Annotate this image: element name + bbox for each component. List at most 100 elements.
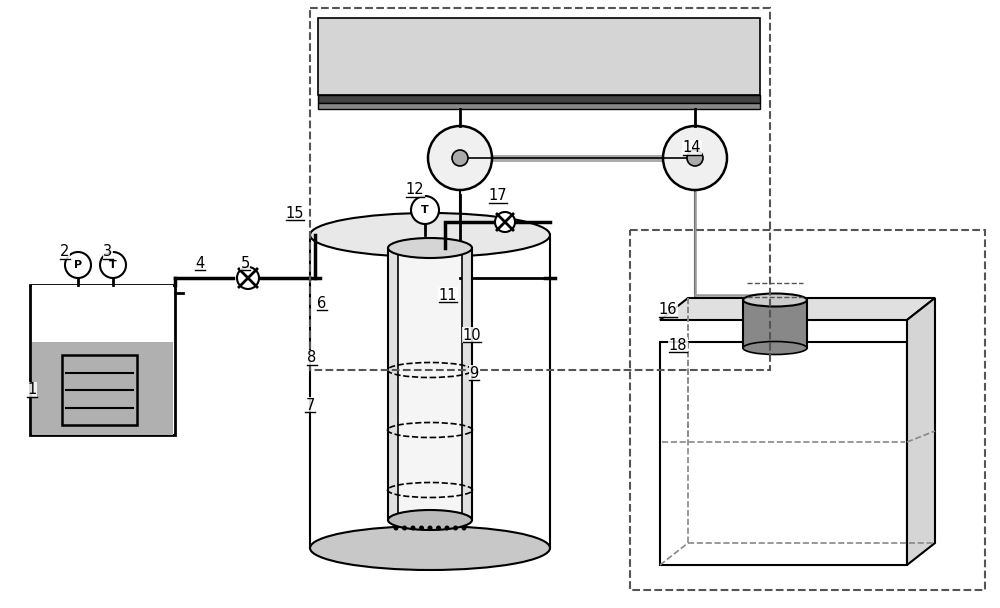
Point [463,73,479,83]
Point [650,83,666,92]
Point [873,406,889,416]
Point [667,461,683,471]
Point [89,426,105,436]
Point [514,383,530,393]
Point [118,346,134,356]
Point [326,275,342,285]
Point [331,470,347,480]
Point [747,73,763,83]
Point [479,337,495,347]
Point [116,389,132,399]
Point [835,495,851,505]
Point [735,423,751,432]
Point [516,19,532,29]
Point [36,289,52,299]
Point [341,78,357,88]
Point [842,452,858,461]
Point [383,484,399,494]
Point [512,74,528,83]
Point [329,486,345,496]
Point [438,43,454,53]
Point [107,314,123,324]
Point [680,508,696,517]
Point [75,374,91,384]
Point [664,388,680,398]
Point [337,57,353,66]
Point [325,511,341,521]
Point [893,435,909,444]
Point [440,540,456,550]
Point [778,311,794,320]
Point [350,503,366,513]
Point [407,390,423,399]
Point [684,495,700,505]
Point [443,517,459,527]
Point [514,504,530,514]
Point [812,475,828,485]
Point [893,548,909,558]
Point [462,32,478,41]
Point [410,535,426,545]
Point [775,401,791,411]
Point [584,46,600,56]
Point [346,356,362,365]
Point [870,412,886,421]
Point [895,410,911,420]
Point [502,503,518,513]
Point [135,424,151,434]
Point [468,535,484,545]
Point [488,238,504,248]
Point [49,288,65,298]
Point [350,437,366,446]
Point [321,408,337,418]
Point [307,277,323,287]
Point [355,371,371,381]
Point [662,443,678,453]
Point [344,335,360,345]
Point [786,457,802,467]
Point [740,339,756,349]
Point [352,471,368,481]
Point [387,353,403,363]
Point [880,368,896,378]
Point [428,513,444,522]
Point [743,446,759,456]
Point [670,526,686,536]
Point [682,507,698,517]
Point [491,340,507,350]
Point [437,283,453,292]
Point [307,503,323,513]
Point [782,358,798,368]
Point [519,371,535,381]
Point [376,308,392,317]
Point [524,351,540,361]
Point [886,435,902,445]
Point [93,283,109,292]
Point [418,399,434,409]
Point [641,20,657,30]
Point [755,310,771,320]
Point [445,340,461,350]
Point [780,451,796,461]
Point [494,251,510,261]
Point [680,466,696,476]
Point [457,313,473,322]
Point [634,41,650,50]
Point [471,539,487,548]
Point [788,514,804,523]
Point [486,384,502,394]
Point [139,426,155,436]
Point [727,364,743,374]
Point [408,496,424,505]
Point [117,320,133,330]
Point [97,319,113,329]
Point [482,64,498,74]
Point [887,362,903,371]
Point [744,356,760,366]
Point [667,526,683,536]
Point [894,395,910,405]
Point [450,480,466,489]
Point [777,449,793,458]
Point [363,360,379,370]
Point [131,355,147,365]
